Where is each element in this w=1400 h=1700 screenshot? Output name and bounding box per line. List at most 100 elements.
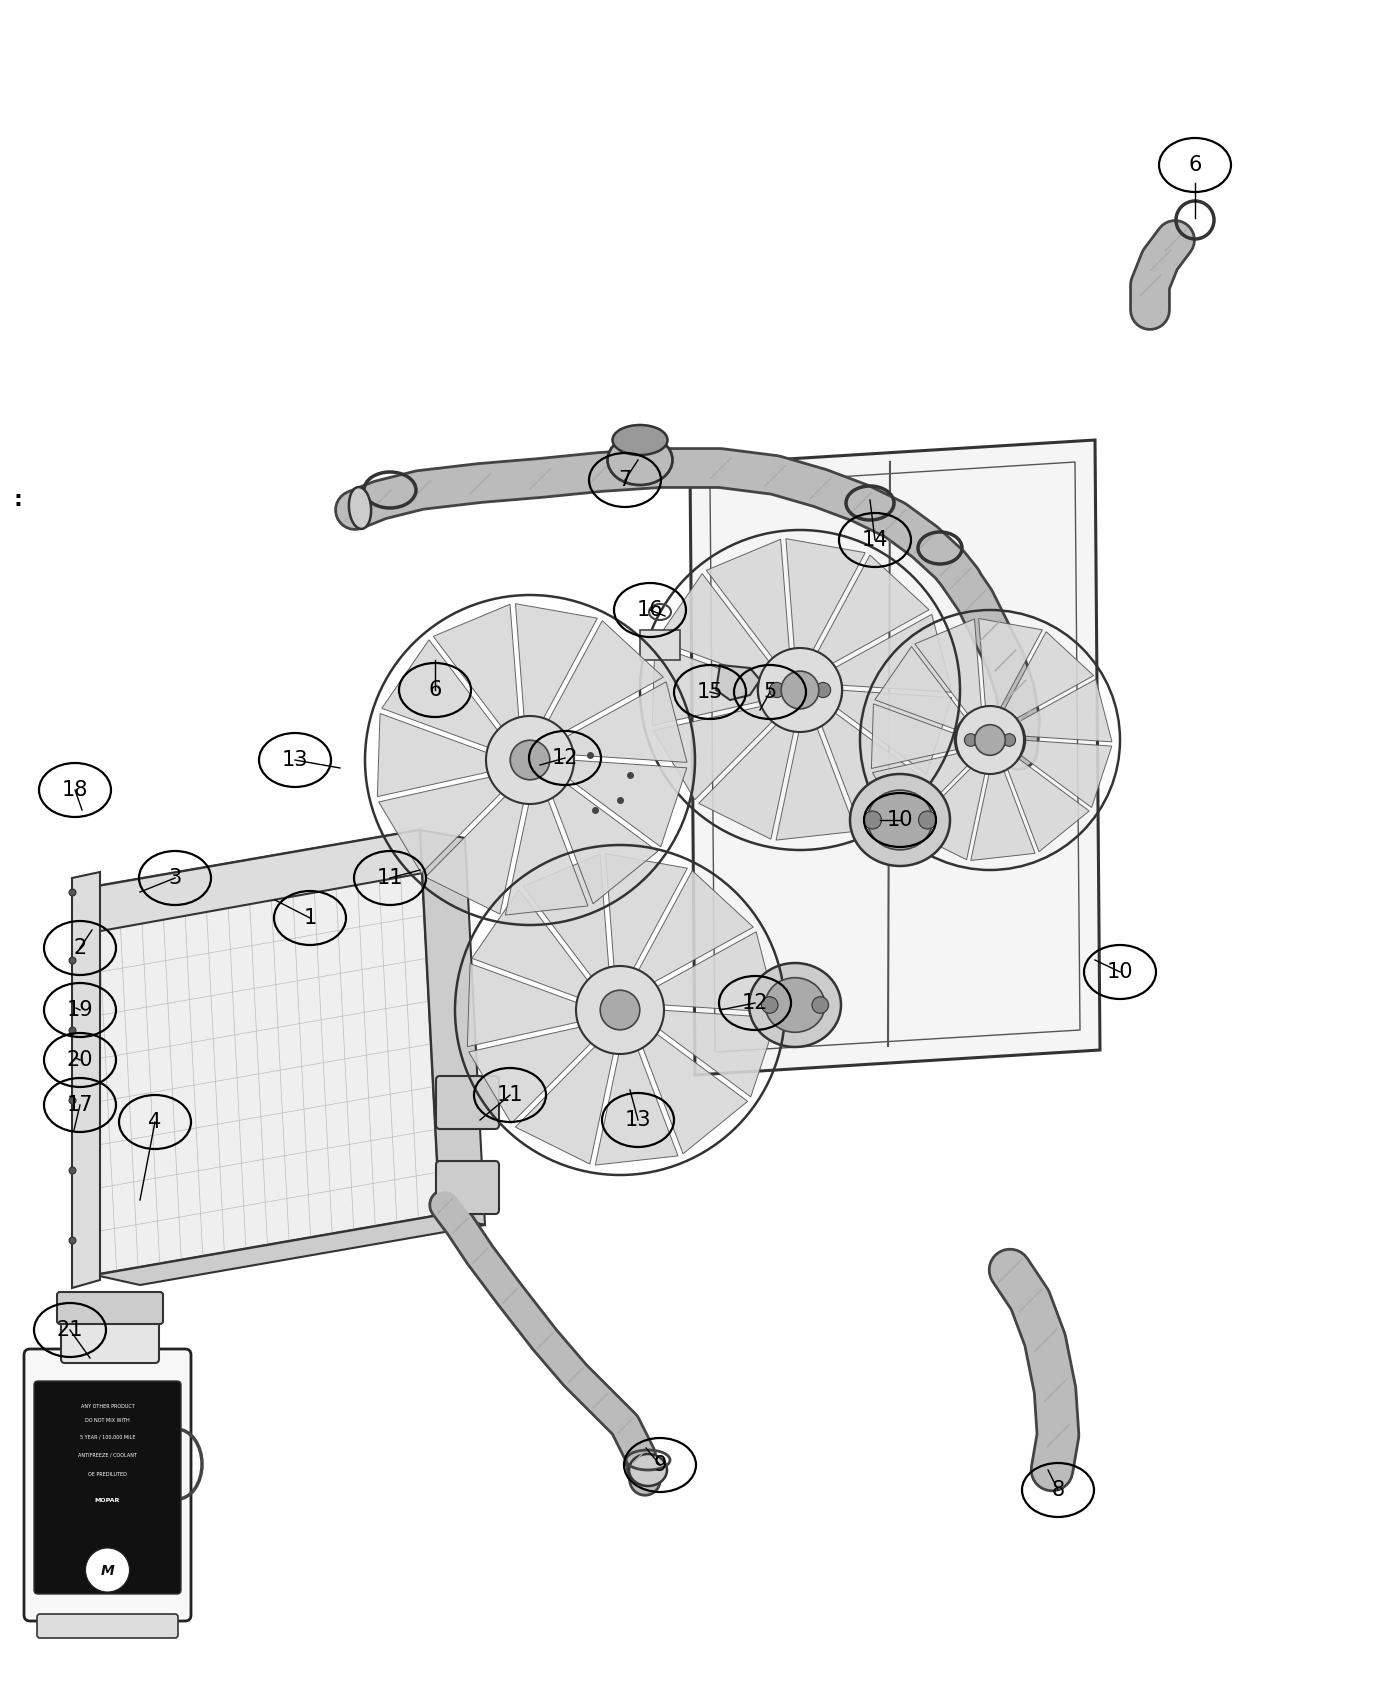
Polygon shape: [914, 619, 981, 717]
Ellipse shape: [773, 665, 827, 714]
Polygon shape: [1018, 740, 1112, 808]
Text: 14: 14: [862, 530, 888, 551]
Text: ANY OTHER PRODUCT: ANY OTHER PRODUCT: [81, 1404, 134, 1409]
Ellipse shape: [613, 425, 668, 456]
Polygon shape: [652, 644, 764, 726]
Polygon shape: [1007, 756, 1089, 852]
Polygon shape: [640, 631, 680, 660]
Text: 3: 3: [168, 869, 182, 887]
Polygon shape: [420, 830, 484, 1226]
Ellipse shape: [967, 719, 1012, 762]
Text: 20: 20: [67, 1051, 94, 1069]
Ellipse shape: [850, 774, 951, 865]
Polygon shape: [563, 682, 687, 762]
Text: 7: 7: [619, 469, 631, 490]
Polygon shape: [872, 753, 970, 828]
Polygon shape: [1016, 680, 1112, 741]
Polygon shape: [524, 855, 609, 981]
Ellipse shape: [749, 962, 841, 1047]
Text: 1: 1: [304, 908, 316, 928]
Polygon shape: [654, 932, 777, 1013]
Polygon shape: [382, 639, 500, 748]
Text: 11: 11: [377, 869, 403, 887]
FancyBboxPatch shape: [62, 1312, 160, 1363]
Polygon shape: [71, 872, 99, 1289]
Polygon shape: [379, 777, 504, 874]
Polygon shape: [552, 782, 658, 904]
Polygon shape: [76, 830, 440, 932]
Polygon shape: [875, 646, 967, 731]
Circle shape: [762, 996, 778, 1013]
Polygon shape: [699, 721, 795, 840]
Text: 19: 19: [67, 1000, 94, 1020]
Ellipse shape: [868, 790, 932, 850]
Circle shape: [757, 648, 841, 733]
Polygon shape: [433, 604, 519, 729]
Text: 18: 18: [62, 780, 88, 801]
Text: M: M: [101, 1564, 115, 1578]
Polygon shape: [605, 853, 687, 972]
Text: 12: 12: [742, 993, 769, 1013]
Ellipse shape: [764, 977, 825, 1032]
Circle shape: [974, 724, 1005, 755]
Circle shape: [816, 682, 830, 697]
Text: 17: 17: [67, 1095, 94, 1115]
Circle shape: [486, 716, 574, 804]
Text: 13: 13: [624, 1110, 651, 1131]
Text: ANTIFREEZE / COOLANT: ANTIFREEZE / COOLANT: [78, 1452, 137, 1457]
Polygon shape: [979, 619, 1043, 711]
Text: 12: 12: [552, 748, 578, 768]
Polygon shape: [468, 964, 582, 1047]
Polygon shape: [654, 706, 776, 799]
Polygon shape: [595, 1046, 678, 1164]
Text: :: :: [14, 490, 22, 510]
Polygon shape: [690, 440, 1100, 1074]
Text: 6: 6: [1189, 155, 1201, 175]
Circle shape: [601, 989, 640, 1030]
Text: 6: 6: [428, 680, 441, 700]
FancyBboxPatch shape: [435, 1076, 498, 1129]
Polygon shape: [776, 724, 857, 840]
Polygon shape: [378, 714, 491, 797]
Text: 10: 10: [1107, 962, 1133, 983]
Polygon shape: [820, 711, 924, 830]
Polygon shape: [970, 768, 1035, 860]
Text: 2: 2: [73, 938, 87, 959]
Text: 9: 9: [654, 1455, 666, 1476]
Polygon shape: [505, 796, 588, 915]
Circle shape: [781, 672, 819, 709]
Ellipse shape: [629, 1454, 666, 1486]
Text: 11: 11: [497, 1085, 524, 1105]
Text: 15: 15: [697, 682, 724, 702]
Circle shape: [510, 740, 550, 780]
FancyBboxPatch shape: [435, 1161, 498, 1214]
Polygon shape: [657, 573, 771, 680]
Circle shape: [965, 734, 977, 746]
Text: 5: 5: [763, 682, 777, 702]
Text: OE PREDILUTED: OE PREDILUTED: [88, 1472, 127, 1477]
Polygon shape: [515, 604, 598, 722]
Polygon shape: [472, 889, 591, 1000]
Polygon shape: [785, 539, 865, 654]
Ellipse shape: [757, 653, 841, 728]
Polygon shape: [655, 1010, 777, 1096]
Polygon shape: [834, 690, 952, 774]
Text: 10: 10: [886, 809, 913, 830]
Circle shape: [812, 996, 829, 1013]
Polygon shape: [715, 665, 760, 700]
Polygon shape: [909, 765, 986, 860]
Polygon shape: [1002, 632, 1093, 721]
Polygon shape: [515, 1044, 615, 1164]
FancyBboxPatch shape: [57, 1292, 162, 1324]
Text: 8: 8: [1051, 1481, 1064, 1499]
Text: 5 YEAR / 100,000 MILE: 5 YEAR / 100,000 MILE: [80, 1435, 136, 1440]
Polygon shape: [469, 1027, 594, 1124]
Circle shape: [864, 811, 882, 830]
Text: MOPAR: MOPAR: [95, 1498, 120, 1503]
Circle shape: [918, 811, 937, 830]
FancyBboxPatch shape: [24, 1350, 190, 1622]
Text: 21: 21: [57, 1319, 83, 1340]
Polygon shape: [95, 1216, 484, 1285]
Circle shape: [956, 706, 1023, 774]
Circle shape: [1002, 734, 1015, 746]
